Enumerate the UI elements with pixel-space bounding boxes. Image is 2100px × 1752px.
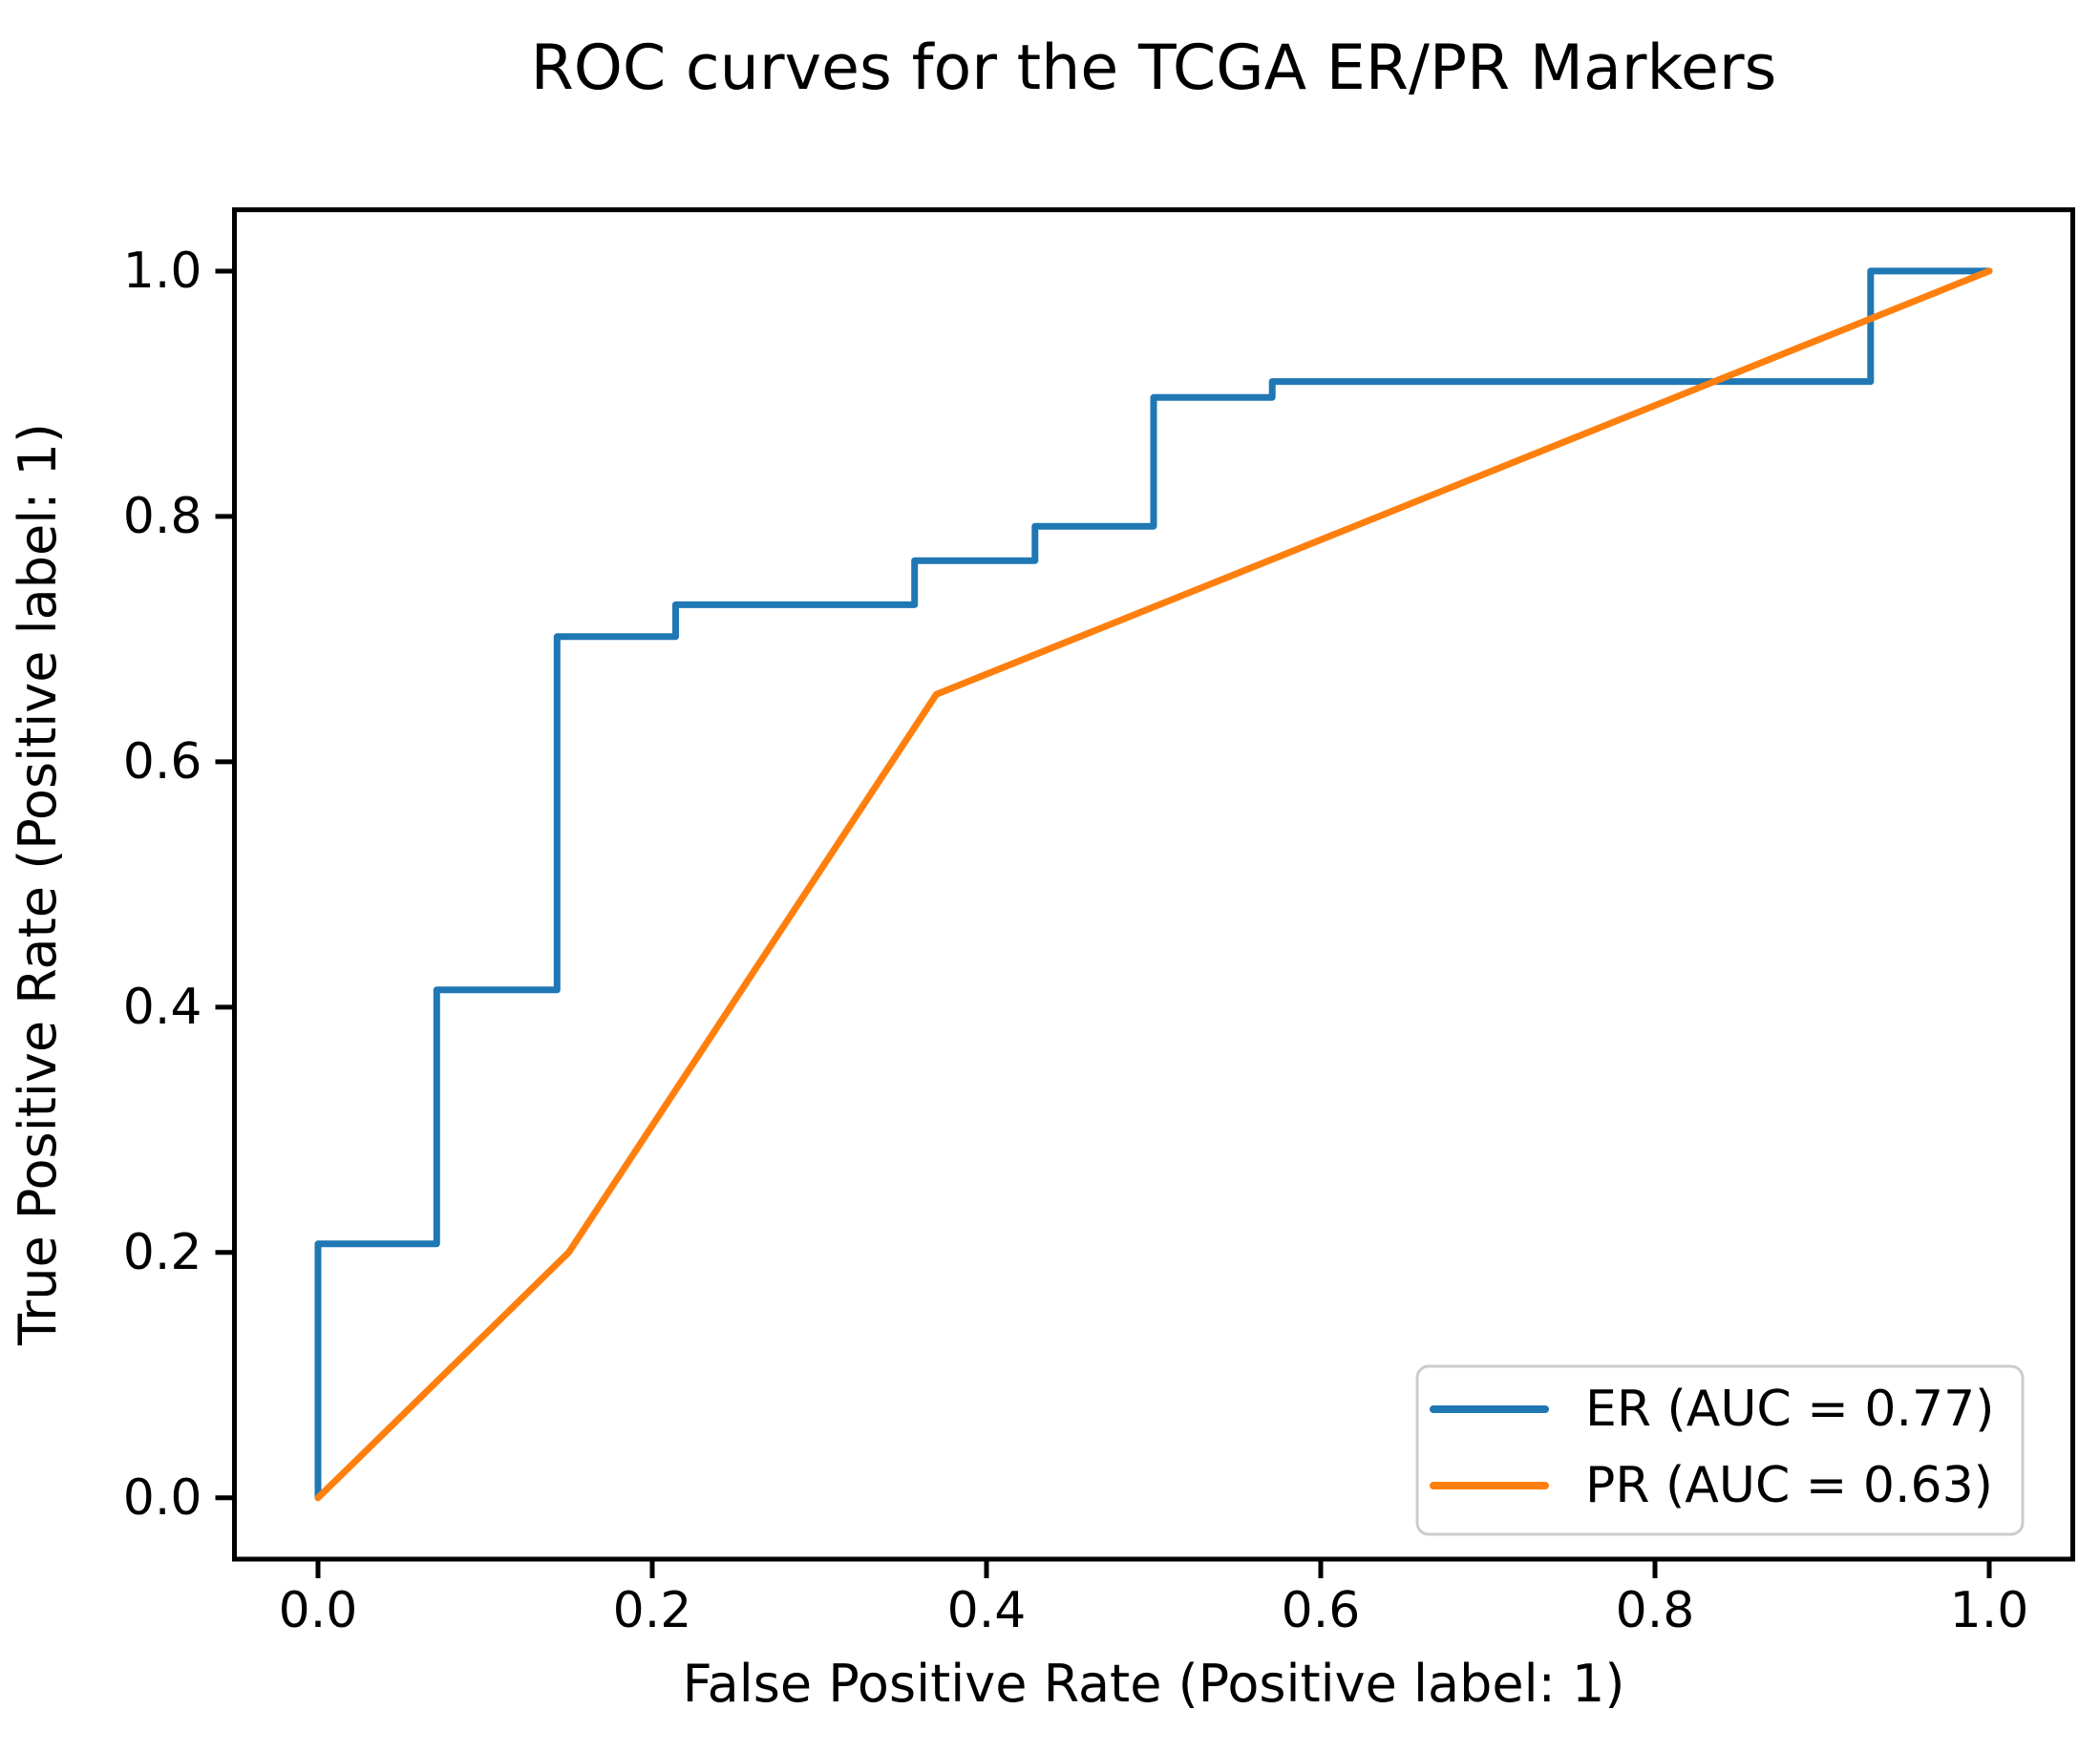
plot-border	[232, 207, 2075, 1562]
pr-curve	[314, 267, 1993, 1502]
chart-title: ROC curves for the TCGA ER/PR Markers	[531, 32, 1777, 104]
y-tick-label: 0.4	[123, 979, 202, 1036]
y-tick-label: 0.8	[123, 488, 202, 545]
plot-area: 0.0 0.2 0.4 0.6 0.8 1.0 0.0 0.2 0.4 0.6 0.8 1.0 ER (…	[123, 207, 2075, 1639]
er-curve	[314, 267, 1993, 1502]
y-axis-label: True Positive Rate (Positive label: 1)	[8, 423, 68, 1346]
x-tick-label: 0.6	[1282, 1582, 1361, 1639]
x-axis-label: False Positive Rate (Positive label: 1)	[683, 1654, 1625, 1714]
x-tick-label: 0.2	[613, 1582, 692, 1639]
x-tick-label: 1.0	[1950, 1582, 2029, 1639]
legend-label-pr: PR (AUC = 0.63)	[1585, 1457, 1993, 1514]
legend: ER (AUC = 0.77) PR (AUC = 0.63)	[1415, 1364, 2025, 1536]
legend-label-er: ER (AUC = 0.77)	[1585, 1381, 1994, 1438]
x-tick-label: 0.8	[1616, 1582, 1695, 1639]
y-tick-label: 1.0	[123, 243, 202, 300]
y-tick-label: 0.0	[123, 1469, 202, 1527]
legend-box	[1415, 1364, 2025, 1536]
y-tick-label: 0.2	[123, 1224, 202, 1281]
x-tick-label: 0.4	[947, 1582, 1027, 1639]
x-tick-label: 0.0	[279, 1582, 358, 1639]
y-tick-label: 0.6	[123, 733, 202, 791]
